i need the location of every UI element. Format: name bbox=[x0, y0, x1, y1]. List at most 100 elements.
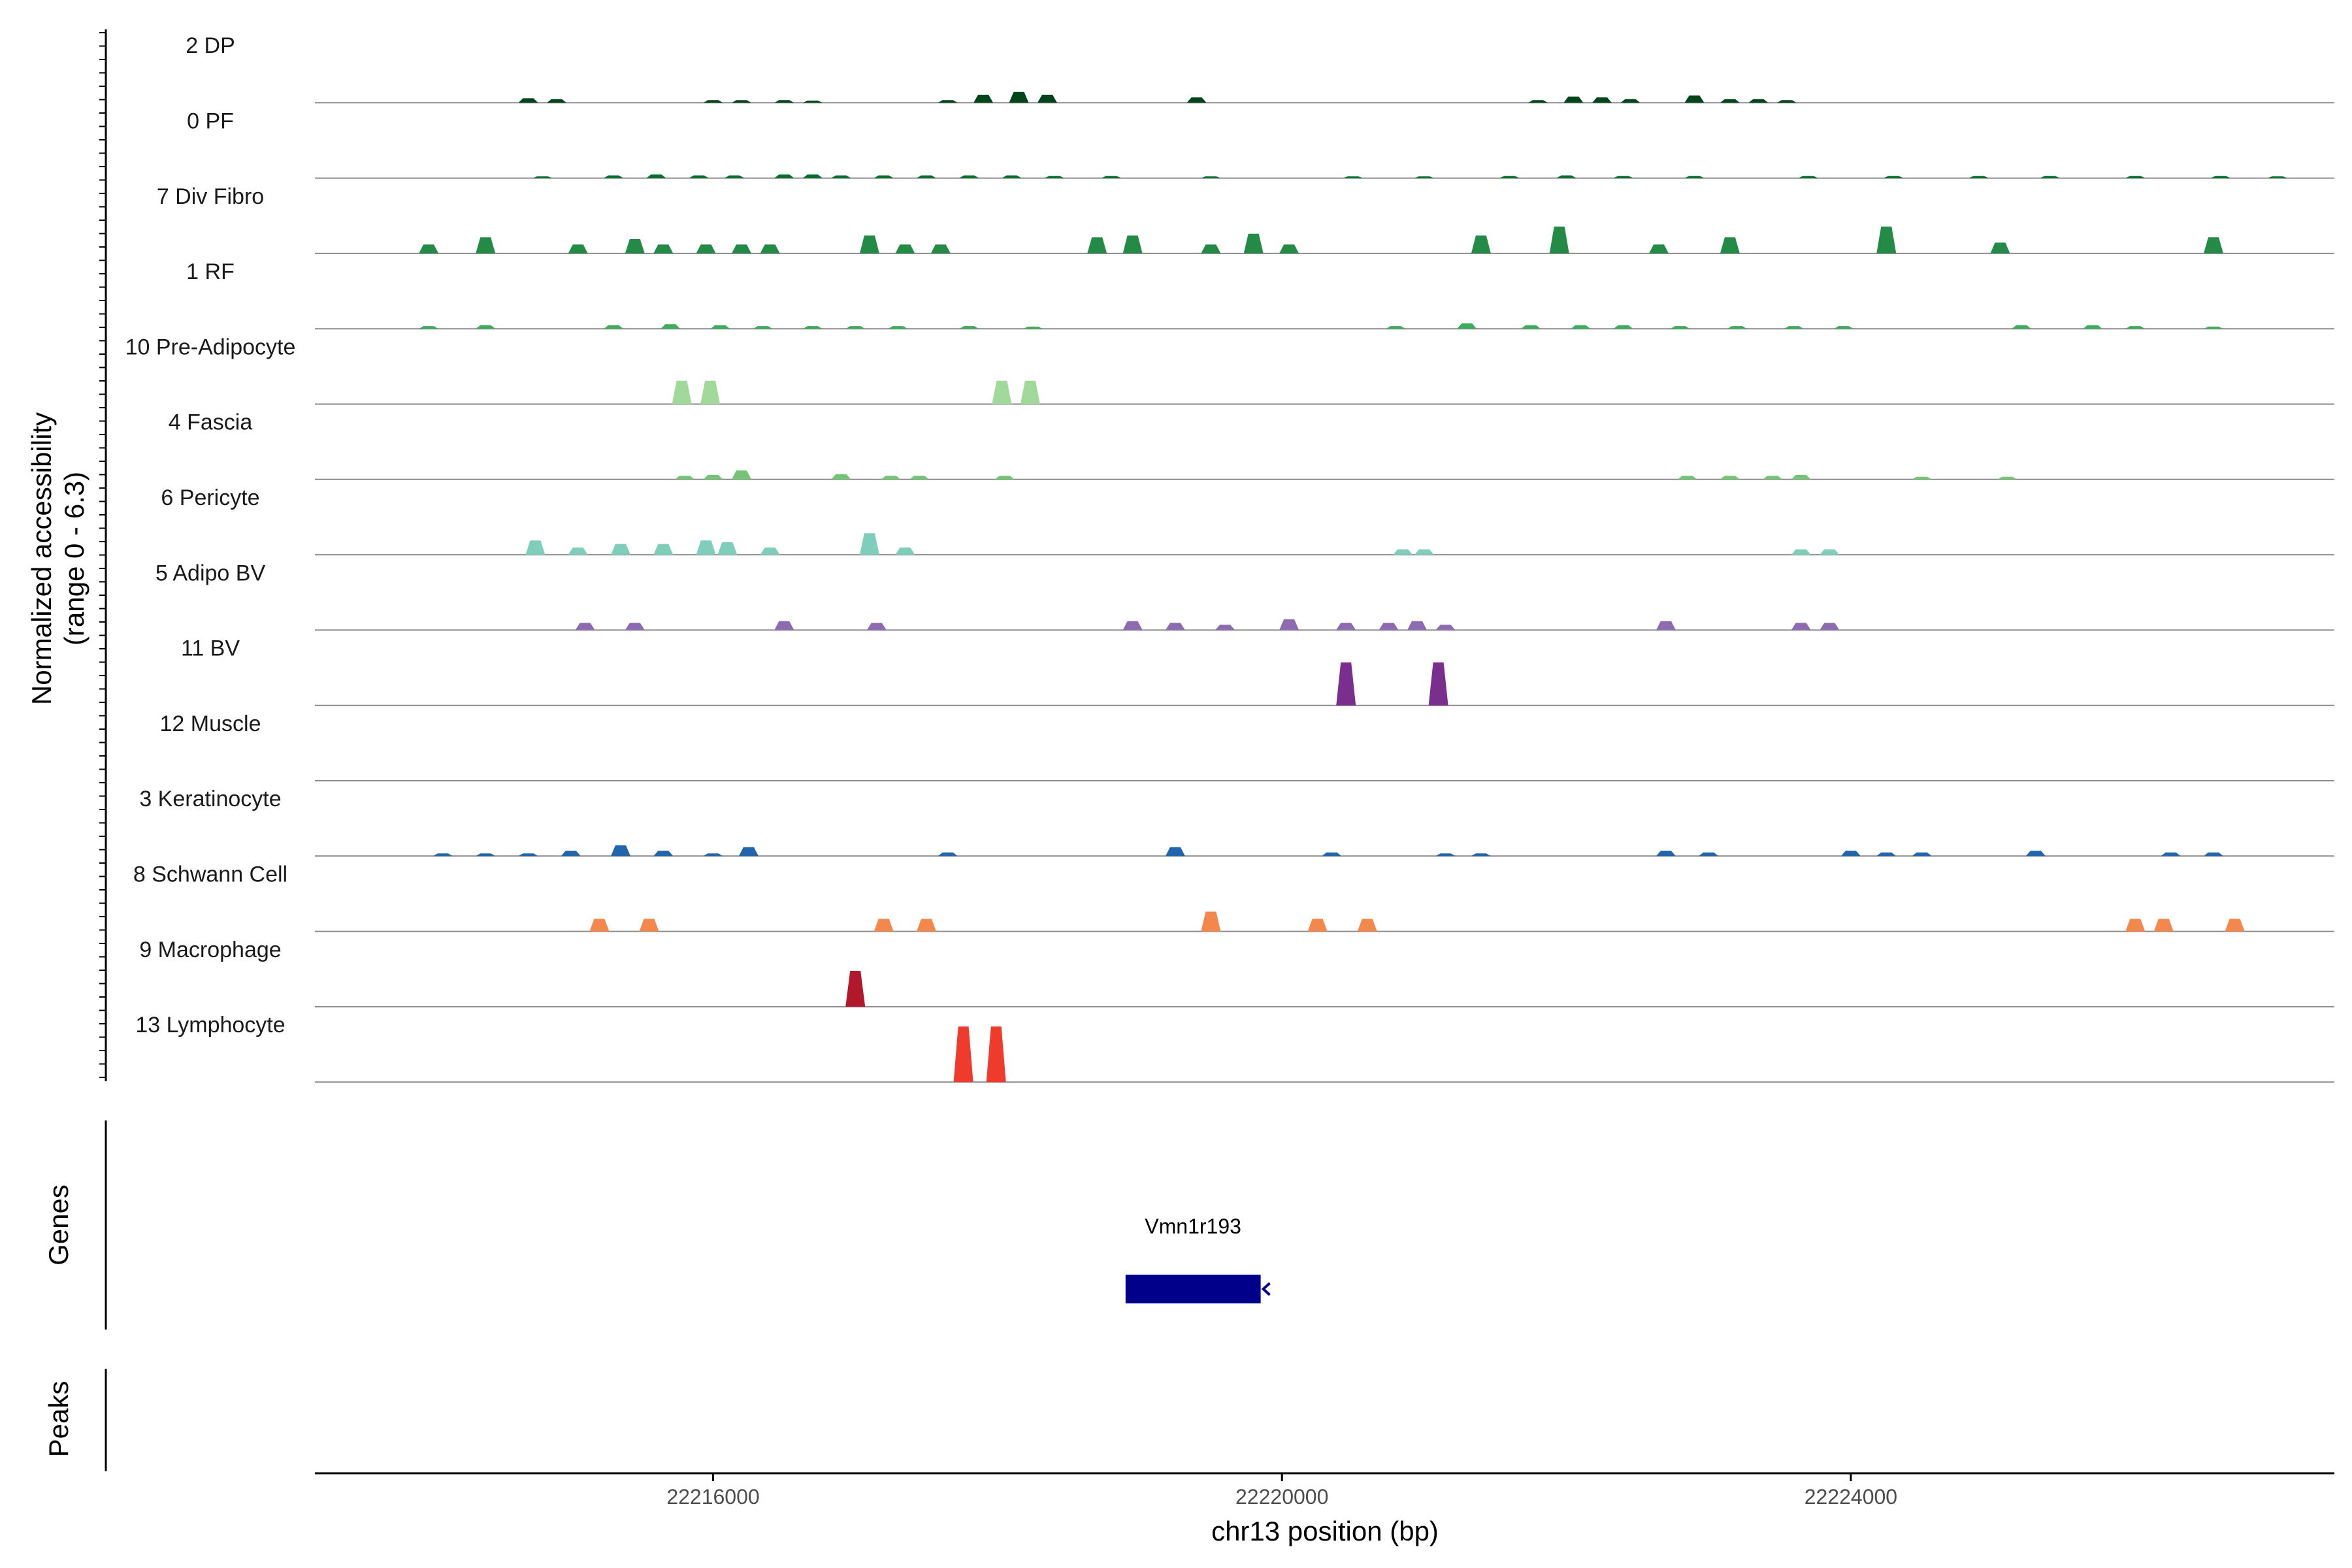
peak-4-fascia-11 bbox=[1912, 476, 1932, 480]
peak-3-keratinocyte-8 bbox=[938, 852, 958, 857]
peak-3-keratinocyte-19 bbox=[2161, 852, 2181, 857]
peak-7-div-fibro-11 bbox=[1087, 237, 1107, 253]
gene-body bbox=[1125, 1275, 1261, 1303]
peak-4-fascia-1 bbox=[703, 474, 723, 480]
peak-2-dp-7 bbox=[973, 95, 994, 103]
genes-panel-title: Genes bbox=[43, 1184, 74, 1266]
peak-1-rf-17 bbox=[1727, 326, 1747, 329]
peak-2-dp-9 bbox=[1037, 95, 1057, 103]
peak-3-keratinocyte-16 bbox=[1876, 852, 1897, 857]
peak-3-keratinocyte-9 bbox=[1165, 847, 1185, 857]
peak-4-fascia-10 bbox=[1791, 474, 1811, 480]
peak-0-pf-6 bbox=[802, 174, 823, 178]
peak-10-pre-adipocyte-1 bbox=[700, 380, 721, 404]
track-6-pericyte: 6 Pericyte bbox=[161, 485, 2334, 556]
peak-4-fascia-6 bbox=[994, 476, 1015, 480]
track-label-3-keratinocyte: 3 Keratinocyte bbox=[139, 787, 281, 811]
track-8-schwann-cell: 8 Schwann Cell bbox=[133, 862, 2334, 932]
peak-2-dp-0 bbox=[518, 98, 538, 103]
coverage-y-axis-ticks bbox=[99, 32, 106, 1078]
track-label-6-pericyte: 6 Pericyte bbox=[161, 485, 259, 510]
track-10-pre-adipocyte: 10 Pre-Adipocyte bbox=[125, 335, 2334, 405]
peak-0-pf-25 bbox=[2125, 176, 2146, 178]
peak-4-fascia-12 bbox=[1997, 476, 2017, 480]
peak-1-rf-8 bbox=[888, 326, 908, 329]
peak-0-pf-8 bbox=[874, 175, 894, 178]
peak-1-rf-13 bbox=[1521, 325, 1541, 329]
peak-3-keratinocyte-3 bbox=[561, 851, 581, 857]
peak-5-adipo-bv-5 bbox=[1165, 623, 1185, 630]
peak-5-adipo-bv-7 bbox=[1279, 619, 1299, 630]
peak-0-pf-26 bbox=[2210, 176, 2230, 178]
peak-8-schwann-cell-0 bbox=[589, 919, 610, 932]
peak-1-rf-2 bbox=[604, 325, 624, 329]
peak-1-rf-21 bbox=[2083, 325, 2102, 329]
peak-2-dp-16 bbox=[1720, 99, 1740, 103]
x-tick-label: 22224000 bbox=[1805, 1485, 1897, 1509]
track-label-0-pf: 0 PF bbox=[187, 109, 234, 134]
peak-0-pf-3 bbox=[689, 175, 709, 178]
peak-0-pf-12 bbox=[1044, 176, 1064, 178]
peak-7-div-fibro-8 bbox=[859, 235, 879, 253]
peak-6-pericyte-6 bbox=[760, 547, 780, 555]
peak-0-pf-18 bbox=[1556, 175, 1576, 178]
peak-6-pericyte-8 bbox=[895, 547, 915, 555]
peak-3-keratinocyte-15 bbox=[1840, 851, 1861, 857]
y-axis-range: (range 0 - 6.3) bbox=[59, 472, 90, 645]
track-label-12-muscle: 12 Muscle bbox=[160, 711, 261, 736]
peak-4-fascia-7 bbox=[1677, 476, 1697, 480]
peak-6-pericyte-11 bbox=[1791, 549, 1811, 555]
peak-8-schwann-cell-7 bbox=[2125, 919, 2146, 932]
strand-arrow-icon bbox=[1261, 1282, 1271, 1296]
peak-7-div-fibro-15 bbox=[1279, 244, 1299, 253]
peak-7-div-fibro-22 bbox=[2204, 237, 2223, 253]
track-7-div-fibro: 7 Div Fibro bbox=[157, 184, 2334, 254]
peak-1-rf-14 bbox=[1571, 325, 1591, 329]
peak-1-rf-15 bbox=[1613, 325, 1633, 329]
peak-0-pf-0 bbox=[532, 176, 553, 178]
peak-6-pericyte-12 bbox=[1820, 549, 1840, 555]
peak-1-rf-23 bbox=[2204, 326, 2223, 329]
track-11-bv: 11 BV bbox=[181, 636, 2334, 706]
peak-8-schwann-cell-6 bbox=[1357, 919, 1377, 932]
peak-3-keratinocyte-12 bbox=[1471, 853, 1491, 857]
peak-5-adipo-bv-9 bbox=[1379, 623, 1399, 630]
peak-1-rf-11 bbox=[1386, 326, 1406, 329]
peak-6-pericyte-10 bbox=[1414, 549, 1434, 555]
peak-1-rf-19 bbox=[1834, 326, 1854, 329]
peak-8-schwann-cell-1 bbox=[639, 919, 659, 932]
gene-label: Vmn1r193 bbox=[1145, 1215, 1241, 1238]
peak-7-div-fibro-17 bbox=[1549, 226, 1569, 253]
peak-7-div-fibro-4 bbox=[653, 244, 674, 253]
peak-8-schwann-cell-5 bbox=[1307, 919, 1328, 932]
track-2-dp: 2 DP bbox=[186, 33, 2334, 104]
peak-5-adipo-bv-10 bbox=[1407, 621, 1427, 630]
peak-7-div-fibro-12 bbox=[1122, 235, 1143, 253]
peak-0-pf-22 bbox=[1884, 176, 1904, 178]
peak-3-keratinocyte-4 bbox=[611, 845, 630, 857]
peak-7-div-fibro-18 bbox=[1649, 244, 1669, 253]
peak-0-pf-11 bbox=[1002, 175, 1022, 178]
peak-7-div-fibro-5 bbox=[696, 244, 716, 253]
peak-5-adipo-bv-4 bbox=[1122, 621, 1143, 630]
peak-7-div-fibro-7 bbox=[760, 244, 780, 253]
track-label-11-bv: 11 BV bbox=[181, 636, 240, 661]
peak-3-keratinocyte-2 bbox=[518, 853, 538, 857]
peak-2-dp-6 bbox=[938, 100, 958, 103]
track-label-7-div-fibro: 7 Div Fibro bbox=[157, 184, 264, 209]
x-axis-ticks: 22216000 22220000 22224000 bbox=[666, 1473, 1897, 1509]
peak-8-schwann-cell-2 bbox=[874, 919, 894, 932]
peak-0-pf-4 bbox=[725, 175, 745, 178]
peak-0-pf-13 bbox=[1102, 176, 1121, 178]
track-9-macrophage: 9 Macrophage bbox=[139, 938, 2334, 1007]
peak-11-bv-0 bbox=[1336, 662, 1356, 706]
peak-1-rf-9 bbox=[959, 326, 979, 329]
track-1-rf: 1 RF bbox=[186, 259, 2334, 330]
peak-0-pf-1 bbox=[604, 175, 624, 178]
peak-7-div-fibro-10 bbox=[930, 244, 951, 253]
peak-1-rf-22 bbox=[2125, 326, 2146, 329]
x-tick-label: 22216000 bbox=[666, 1485, 759, 1509]
peak-1-rf-0 bbox=[419, 326, 439, 329]
peak-5-adipo-bv-14 bbox=[1820, 623, 1840, 630]
peak-3-keratinocyte-13 bbox=[1656, 851, 1676, 857]
